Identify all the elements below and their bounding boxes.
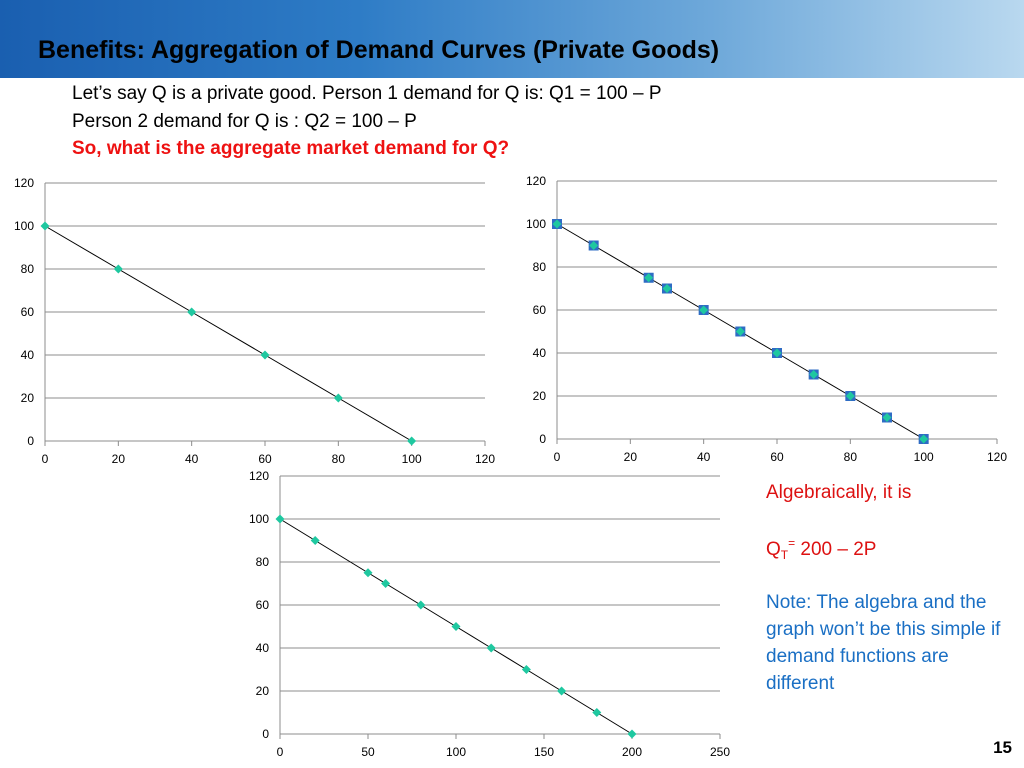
y-tick-label: 0 (262, 727, 269, 741)
formula-rhs: 200 – 2P (795, 539, 877, 560)
data-point (407, 436, 417, 446)
chart-person-2-demand: 0 20 40 60 80 100 120 0 20 40 60 80 100 120 (526, 174, 1007, 464)
data-point (187, 307, 197, 317)
y-tick-label: 40 (533, 346, 547, 360)
question-text: So, what is the aggregate market demand … (72, 138, 510, 159)
x-tick-label: 40 (697, 450, 711, 464)
formula-subscript: T (780, 548, 789, 562)
data-point (845, 391, 855, 401)
header-band (0, 0, 1024, 78)
x-tick-label: 100 (914, 450, 934, 464)
data-point (644, 273, 654, 283)
data-point (809, 370, 819, 379)
data-point (552, 219, 562, 229)
data-point (557, 686, 567, 696)
intro-line-person-1: Let’s say Q is a private good. Person 1 … (72, 83, 662, 104)
intro-line-person-2: Person 2 demand for Q is : Q2 = 100 – P (72, 111, 417, 132)
data-point (662, 284, 672, 293)
y-tick-label: 80 (533, 260, 547, 274)
x-tick-label: 60 (258, 452, 272, 466)
formula-superscript: = (788, 536, 796, 550)
data-point (772, 348, 782, 358)
y-tick-label: 40 (21, 348, 35, 362)
y-tick-label: 20 (21, 391, 35, 405)
data-point (363, 568, 373, 578)
data-point (40, 221, 50, 231)
algebra-label: Algebraically, it is (766, 482, 912, 503)
y-tick-label: 0 (539, 432, 546, 446)
data-point (699, 305, 709, 315)
y-tick-label: 80 (21, 262, 35, 276)
data-point (381, 579, 391, 588)
data-point (333, 393, 343, 403)
data-point (416, 600, 426, 610)
y-tick-label: 100 (249, 512, 269, 526)
y-tick-label: 60 (256, 598, 270, 612)
y-tick-label: 100 (526, 217, 546, 231)
data-point (275, 514, 285, 524)
x-tick-label: 20 (112, 452, 126, 466)
y-tick-label: 120 (14, 176, 34, 190)
x-tick-label: 80 (332, 452, 346, 466)
y-tick-label: 60 (21, 305, 35, 319)
y-tick-label: 20 (533, 389, 547, 403)
data-point (486, 643, 496, 653)
x-tick-label: 100 (402, 452, 422, 466)
y-tick-label: 80 (256, 555, 270, 569)
formula-base: Q (766, 539, 781, 560)
data-point (592, 708, 602, 717)
x-tick-label: 200 (622, 745, 642, 759)
series-line (44, 225, 412, 442)
x-tick-label: 150 (534, 745, 554, 759)
x-tick-label: 120 (475, 452, 495, 466)
y-tick-label: 0 (27, 434, 34, 448)
x-tick-label: 50 (361, 745, 375, 759)
y-tick-label: 60 (533, 303, 547, 317)
y-tick-label: 100 (14, 219, 34, 233)
data-point (882, 413, 892, 422)
y-tick-label: 20 (256, 684, 270, 698)
chart-aggregate-demand: 0 20 40 60 80 100 120 0 50 100 150 200 250 (249, 469, 730, 759)
data-point (589, 241, 599, 250)
note-text: Note: The algebra and the graph won’t be… (766, 592, 1001, 694)
x-tick-label: 0 (277, 745, 284, 759)
x-tick-label: 0 (554, 450, 561, 464)
x-tick-label: 0 (42, 452, 49, 466)
data-point (627, 729, 637, 739)
data-point (735, 327, 745, 336)
data-point (113, 264, 123, 274)
x-tick-label: 250 (710, 745, 730, 759)
data-point (521, 665, 531, 674)
chart-person-1-demand: 0 20 40 60 80 100 120 0 20 40 60 80 100 120 (14, 176, 495, 466)
slide-number: 15 (993, 738, 1012, 757)
slide-title: Benefits: Aggregation of Demand Curves (… (38, 36, 720, 64)
data-point (310, 536, 320, 545)
y-tick-label: 120 (526, 174, 546, 188)
data-point (451, 622, 461, 631)
y-tick-label: 120 (249, 469, 269, 483)
x-tick-label: 80 (844, 450, 858, 464)
data-point (260, 350, 270, 360)
data-point (919, 434, 929, 444)
x-tick-label: 100 (446, 745, 466, 759)
x-tick-label: 120 (987, 450, 1007, 464)
x-tick-label: 60 (770, 450, 784, 464)
aggregate-demand-formula: QT= 200 – 2P (766, 537, 876, 561)
x-tick-label: 20 (624, 450, 638, 464)
y-tick-label: 40 (256, 641, 270, 655)
x-tick-label: 40 (185, 452, 199, 466)
